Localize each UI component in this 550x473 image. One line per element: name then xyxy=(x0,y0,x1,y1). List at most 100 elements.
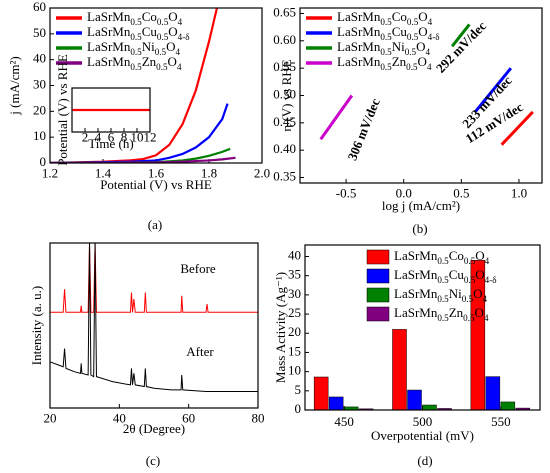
plot-frame xyxy=(304,244,541,411)
caption: (b) xyxy=(412,221,427,236)
bar xyxy=(407,389,422,410)
y-axis-label: j (mA/cm²) xyxy=(7,56,22,115)
legend-label: LaSrMn0.5Cu0.5O4-δ xyxy=(87,24,190,42)
x-tick-label: 0.5 xyxy=(453,186,469,201)
legend-swatch xyxy=(366,268,390,284)
y-tick-label: 20 xyxy=(288,324,301,339)
x-tick-label: 1.2 xyxy=(42,166,58,181)
x-tick-label: 0.0 xyxy=(396,186,412,201)
y-tick-label: 0.50 xyxy=(273,86,296,101)
x-tick-label: 4 xyxy=(95,129,102,144)
legend-swatch xyxy=(366,287,390,303)
y-tick-label: 5 xyxy=(295,382,302,397)
legend-label: LaSrMn0.5Zn0.5O4 xyxy=(337,54,432,72)
legend-label: LaSrMn0.5Cu0.5O4-δ xyxy=(394,267,497,285)
plot-area xyxy=(319,23,534,146)
legend-label: LaSrMn0.5Zn0.5O4 xyxy=(394,305,489,323)
plot-area xyxy=(313,260,531,410)
y-tick-label: 40 xyxy=(288,247,301,262)
plot-frame xyxy=(71,87,151,133)
panel: 0.35 0.40 0.45 0.50 0.55 0.60 0.65 -0.5 0.0 0.5 1.… xyxy=(273,4,543,236)
panel: 0 10 20 30 40 50 60 1.2 1.4 1.6 1.8 2.0 Potential (V… xyxy=(7,0,270,232)
y-axis-label: η (V) vs RHE xyxy=(279,59,294,131)
y-tick-label: 0.65 xyxy=(273,4,296,19)
bar xyxy=(313,376,329,410)
y-tick-label: 10 xyxy=(33,128,46,143)
series-line xyxy=(50,243,258,392)
y-tick-label: 0 xyxy=(295,401,302,416)
y-tick-label: 0 xyxy=(40,154,47,169)
bar xyxy=(328,396,344,410)
x-tick-label: -0.5 xyxy=(336,186,357,201)
caption: (c) xyxy=(146,453,160,468)
legend-label: LaSrMn0.5Cu0.5O4-δ xyxy=(337,24,440,42)
x-axis-label: log j (mA/cm²) xyxy=(382,198,460,213)
bar xyxy=(392,329,407,410)
legend-label: LaSrMn0.5Ni0.5O4 xyxy=(337,39,430,57)
x-tick-label: 2.0 xyxy=(254,166,270,181)
x-axis-label: Overpotential (mV) xyxy=(371,428,474,443)
slope-label: 306 mV/dec xyxy=(344,96,382,162)
plot-frame xyxy=(299,7,543,184)
y-tick-label: 30 xyxy=(288,286,301,301)
y-tick-label: 15 xyxy=(288,343,301,358)
caption: (a) xyxy=(148,217,162,232)
x-axis-label: 2θ (Degree) xyxy=(123,421,185,436)
y-tick-label: 20 xyxy=(33,102,46,117)
panel: 0 5 10 15 20 25 30 35 40 Overpotential (mV) Mass A… xyxy=(273,244,541,468)
bar xyxy=(422,404,437,410)
y-tick-label: 10 xyxy=(288,363,301,378)
y-tick-label: 50 xyxy=(33,25,46,40)
x-axis-label: Time (h) xyxy=(88,136,133,151)
plot-frame xyxy=(49,242,259,409)
y-axis-label: Mass Activity (Ag⁻¹) xyxy=(273,272,288,383)
x-tick-label: 80 xyxy=(252,411,265,426)
series-line xyxy=(450,23,471,48)
x-tick-label: 1.8 xyxy=(201,166,217,181)
legend-label: LaSrMn0.5Zn0.5O4 xyxy=(87,54,182,72)
caption: (d) xyxy=(417,453,432,468)
plot-area xyxy=(50,243,258,392)
series-line xyxy=(500,110,534,146)
x-tick-label: 10 xyxy=(131,129,144,144)
plot-frame xyxy=(49,7,263,164)
y-tick-label: 0.60 xyxy=(273,32,296,47)
y-tick-label: 0.55 xyxy=(273,59,296,74)
y-tick-label: 60 xyxy=(33,0,46,14)
legend-label: LaSrMn0.5Ni0.5O4 xyxy=(394,286,487,304)
x-tick-label: 550 xyxy=(491,414,511,429)
y-axis-label: Potential (V) vs RHE xyxy=(55,54,70,166)
y-tick-label: 0.40 xyxy=(273,141,296,156)
y-tick-label: 0.45 xyxy=(273,114,296,129)
y-tick-label: 30 xyxy=(33,76,46,91)
y-tick-label: 25 xyxy=(288,305,301,320)
x-tick-label: 2 xyxy=(82,129,89,144)
x-tick-label: 60 xyxy=(182,411,195,426)
legend-label: LaSrMn0.5Ni0.5O4 xyxy=(87,39,180,57)
bar xyxy=(485,376,501,410)
x-tick-label: 6 xyxy=(108,129,115,144)
x-tick-label: 20 xyxy=(44,411,57,426)
x-tick-label: 450 xyxy=(334,414,354,429)
legend-label: LaSrMn0.5Co0.5O4 xyxy=(337,9,433,27)
series-line xyxy=(474,67,513,113)
bar xyxy=(500,401,516,410)
x-tick-label: 1.0 xyxy=(511,186,527,201)
bar xyxy=(470,260,486,410)
slope-label: 292 mV/dec xyxy=(433,18,489,76)
series-label: After xyxy=(186,344,214,359)
panel: 2 4 6 8 10 12 Time (h) Potential (V) vs RHE xyxy=(55,54,157,166)
series-line xyxy=(319,94,354,141)
x-tick-label: 1.4 xyxy=(95,166,112,181)
legend-label: LaSrMn0.5Co0.5O4 xyxy=(394,248,490,266)
y-tick-label: 35 xyxy=(288,267,301,282)
legend-label: LaSrMn0.5Co0.5O4 xyxy=(87,9,183,27)
series-line xyxy=(50,243,258,313)
x-tick-label: 500 xyxy=(413,414,433,429)
x-tick-label: 8 xyxy=(121,129,128,144)
x-tick-label: 12 xyxy=(144,129,157,144)
y-tick-label: 0.35 xyxy=(273,169,296,184)
panel: 20 40 60 80 2θ (Degree) Intensity (a. u.) (c) B… xyxy=(29,242,265,468)
